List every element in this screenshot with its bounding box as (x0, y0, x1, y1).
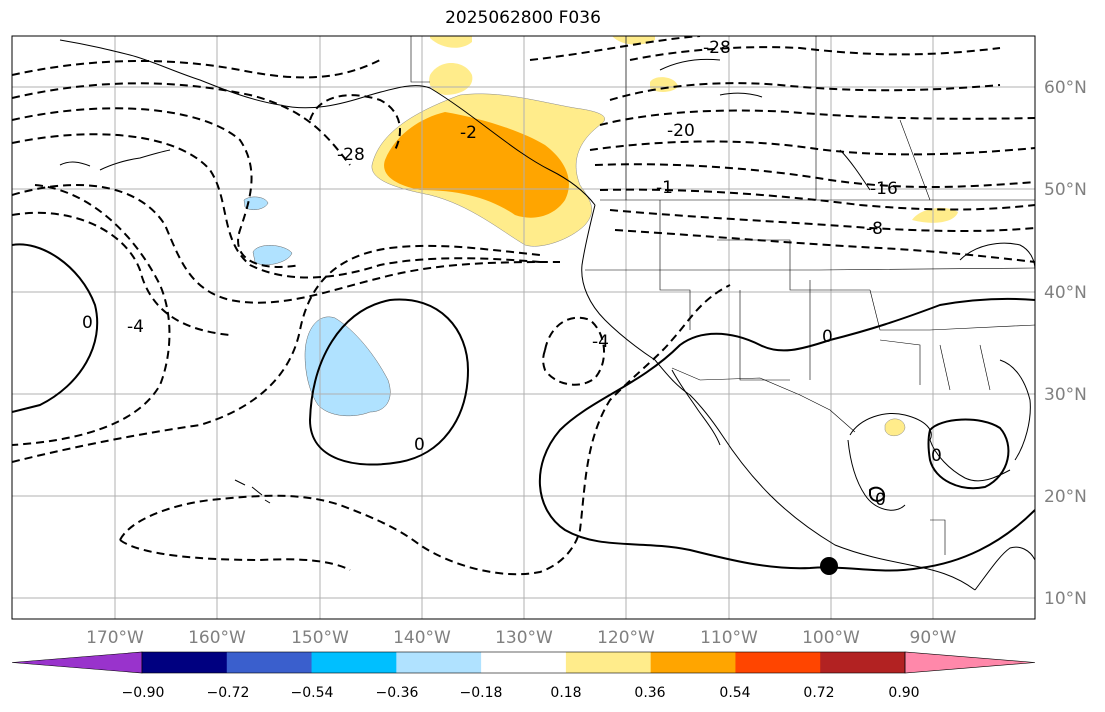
lon-label: 110°W (700, 628, 758, 648)
colorbar-label: 0.54 (719, 685, 750, 701)
colorbar (11, 651, 1036, 674)
colorbar-segment (650, 652, 736, 673)
political-borders (410, 36, 1035, 555)
colorbar-segment (481, 652, 567, 673)
colorbar-segment (142, 652, 228, 673)
lat-label: 30°N (1044, 385, 1087, 405)
svg-text:-8: -8 (866, 219, 883, 239)
colorbar-segment (396, 652, 482, 673)
lat-label: 20°N (1044, 487, 1087, 507)
lat-label: 50°N (1044, 180, 1087, 200)
svg-text:-16: -16 (870, 179, 898, 199)
svg-text:-2: -2 (460, 123, 477, 143)
colorbar-label: −0.54 (291, 685, 334, 701)
lon-label: 90°W (910, 628, 957, 648)
negative-contours (12, 36, 1035, 576)
svg-text:0: 0 (931, 446, 942, 466)
colorbar-segment (735, 652, 821, 673)
colorbar-extend-low (11, 651, 143, 674)
svg-text:0: 0 (822, 327, 833, 347)
lon-label: 120°W (597, 628, 655, 648)
colorbar-label: 0.36 (634, 685, 665, 701)
map-title: 2025062800 F036 (445, 8, 601, 28)
svg-text:0: 0 (414, 435, 425, 455)
colorbar-labels: −0.90 −0.72 −0.54 −0.36 −0.18 0.18 0.36 … (122, 685, 920, 701)
lon-label: 160°W (188, 628, 246, 648)
lat-label: 10°N (1044, 589, 1087, 609)
lat-label: 40°N (1044, 283, 1087, 303)
colorbar-segment (226, 652, 313, 673)
colorbar-label: −0.18 (460, 685, 503, 701)
svg-text:-28: -28 (337, 145, 365, 165)
colorbar-segment (820, 652, 906, 673)
graticule (12, 36, 1035, 619)
svg-text:-4: -4 (127, 317, 144, 337)
colorbar-label: −0.36 (376, 685, 419, 701)
lon-label: 100°W (802, 628, 860, 648)
colorbar-label: −0.90 (122, 685, 165, 701)
lon-label: 140°W (393, 628, 451, 648)
lon-label: 130°W (495, 628, 553, 648)
svg-text:-28: -28 (703, 38, 731, 58)
shaded-negative-anomaly (243, 196, 391, 417)
svg-text:0: 0 (82, 313, 93, 333)
coastlines (59, 39, 1035, 591)
colorbar-border (141, 651, 906, 674)
lon-label: 150°W (291, 628, 349, 648)
longitude-labels: 170°W 160°W 150°W 140°W 130°W 120°W 110°… (86, 628, 957, 648)
svg-text:-1: -1 (656, 178, 673, 198)
location-marker (820, 557, 838, 575)
colorbar-extend-high (904, 651, 1036, 674)
colorbar-segment (311, 652, 397, 673)
colorbar-segment (565, 652, 652, 673)
colorbar-label: 0.72 (803, 685, 834, 701)
svg-text:-20: -20 (667, 121, 695, 141)
svg-text:0: 0 (875, 490, 886, 510)
zero-contours (12, 243, 1035, 572)
shaded-positive-anomaly (371, 36, 958, 436)
colorbar-label: 0.18 (550, 685, 581, 701)
colorbar-label: −0.72 (207, 685, 250, 701)
lon-label: 170°W (86, 628, 144, 648)
contour-labels: -28 -28 -20 -16 -8 -4 -4 -2 -1 0 0 0 0 0 (82, 38, 942, 510)
map-frame (11, 35, 1036, 620)
colorbar-label: 0.90 (888, 685, 919, 701)
svg-text:-4: -4 (592, 332, 609, 352)
lat-label: 60°N (1044, 78, 1087, 98)
latitude-labels: 60°N 50°N 40°N 30°N 20°N 10°N (1044, 78, 1087, 609)
